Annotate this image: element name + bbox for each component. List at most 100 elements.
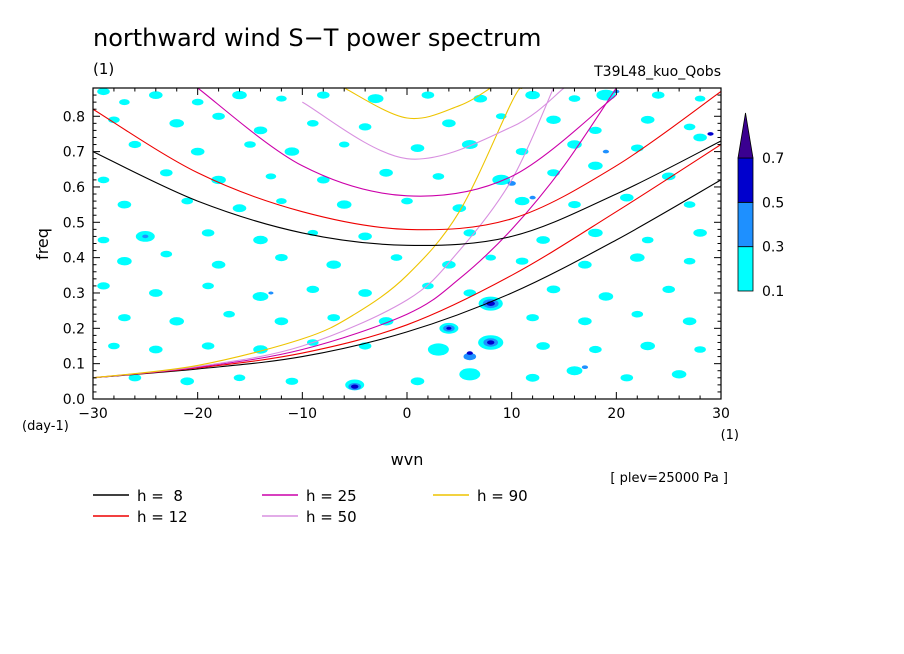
contour-cell <box>232 204 247 213</box>
colorbar-label: 0.7 <box>762 151 784 167</box>
contour-cell <box>307 120 319 127</box>
contour-cell <box>118 314 131 322</box>
contour-cell <box>507 181 516 186</box>
contour-cell <box>379 168 393 177</box>
contour-cell <box>707 132 714 136</box>
contour-cell <box>432 173 445 180</box>
x-tick-label: 10 <box>503 406 521 422</box>
contour-cell <box>169 119 184 128</box>
contour-cell <box>276 95 287 102</box>
contour-cell <box>466 351 473 355</box>
contour-cell <box>338 141 350 148</box>
contour-cell <box>181 197 193 205</box>
contour-cell <box>149 289 163 297</box>
y-axis-label: freq <box>33 228 52 260</box>
dispersion-curve-h25-inertia-gravity <box>197 88 617 197</box>
contour-cell <box>358 232 372 241</box>
contour-cell <box>641 236 654 244</box>
contour-cell <box>285 377 299 385</box>
contour-cell <box>568 95 581 102</box>
contour-cell <box>589 345 602 354</box>
x-axis-unit: (1) <box>721 428 739 443</box>
contour-cell <box>97 176 110 184</box>
contour-cell <box>446 326 452 330</box>
contour-cell <box>693 229 707 237</box>
dispersion-curve-h90-rossby-gravity <box>93 88 523 379</box>
contour-cell <box>128 374 142 382</box>
contour-cell <box>108 342 120 350</box>
x-tick-label: −30 <box>78 406 108 422</box>
contour-cell <box>97 282 110 290</box>
contour-cell <box>117 200 132 209</box>
contour-cell <box>358 123 372 131</box>
contour-cell <box>190 147 205 156</box>
contour-cell <box>682 317 697 326</box>
run-label: T39L48_kuo_Qobs <box>593 64 721 80</box>
colorbar-extend-arrow <box>737 112 754 159</box>
contour-cell <box>514 196 530 206</box>
contour-cell <box>526 314 539 322</box>
contour-cell <box>568 201 581 209</box>
contour-cell <box>401 197 413 205</box>
contour-cell <box>567 140 582 149</box>
legend-item: h = 12 <box>93 508 188 526</box>
contour-cell <box>378 317 394 326</box>
y-tick-label: 0.1 <box>63 357 85 373</box>
y-tick-label: 0.2 <box>63 321 85 337</box>
contour-cell <box>233 374 246 382</box>
contour-cell <box>620 193 634 202</box>
contour-cell <box>128 140 142 149</box>
contour-cell <box>547 169 560 177</box>
y-tick-label: 0.7 <box>63 145 85 161</box>
x-tick-label: 30 <box>712 406 730 422</box>
legend-item: h = 50 <box>262 508 357 526</box>
contour-cell <box>223 310 235 318</box>
y-tick-label: 0.6 <box>63 180 85 196</box>
contour-cell <box>578 260 592 269</box>
legend-label: h = 8 <box>137 487 183 505</box>
contour-cell <box>459 368 481 381</box>
colorbar-label: 0.3 <box>762 240 784 256</box>
contour-cell <box>149 345 163 354</box>
contour-cell <box>640 115 655 124</box>
contour-cell <box>515 257 529 265</box>
contour-cell <box>201 229 215 237</box>
contour-cell <box>598 292 614 301</box>
contour-cell <box>463 289 477 297</box>
legend-item: h = 25 <box>262 487 357 505</box>
colorbar-segment <box>737 157 754 203</box>
contour-cell <box>253 345 268 354</box>
contour-cell <box>211 175 226 185</box>
contour-cell <box>410 377 425 386</box>
colorbar-label: 0.1 <box>762 284 784 300</box>
contour-cell <box>546 115 561 125</box>
chart-title: northward wind S−T power spectrum <box>93 24 541 52</box>
contour-cell <box>694 95 706 102</box>
contour-cell <box>336 200 352 209</box>
contour-cell <box>588 161 603 170</box>
contour-cell <box>602 149 610 154</box>
contour-cell <box>160 250 173 258</box>
x-tick-label: 20 <box>607 406 625 422</box>
contour-cell <box>326 260 342 269</box>
contour-cell <box>536 236 550 244</box>
contour-cell <box>525 373 540 382</box>
dispersion-curve-h8-rossby-gravity <box>93 179 721 379</box>
contour-cell <box>651 91 665 99</box>
contour-cell <box>421 91 435 99</box>
legend: h = 8 h = 12 h = 25 h = 50 h = 90 <box>93 487 528 526</box>
contour-cell <box>97 88 110 96</box>
contour-cell <box>201 342 215 350</box>
contour-cell <box>274 317 289 326</box>
contour-cell <box>306 285 320 293</box>
contour-cell <box>631 310 644 318</box>
dispersion-curve-h8-inertia-gravity <box>93 140 721 246</box>
contour-cell <box>351 384 359 389</box>
dispersion-curve-h12-inertia-gravity <box>93 91 721 231</box>
contour-cell <box>529 195 536 200</box>
y-axis: 0.0 0.1 0.2 0.3 0.4 0.5 0.6 0.7 0.8 <box>63 94 721 408</box>
contour-cell <box>620 374 634 382</box>
contour-cell <box>232 90 247 100</box>
contour-cell <box>212 112 225 120</box>
x-tick-label: −20 <box>183 406 213 422</box>
